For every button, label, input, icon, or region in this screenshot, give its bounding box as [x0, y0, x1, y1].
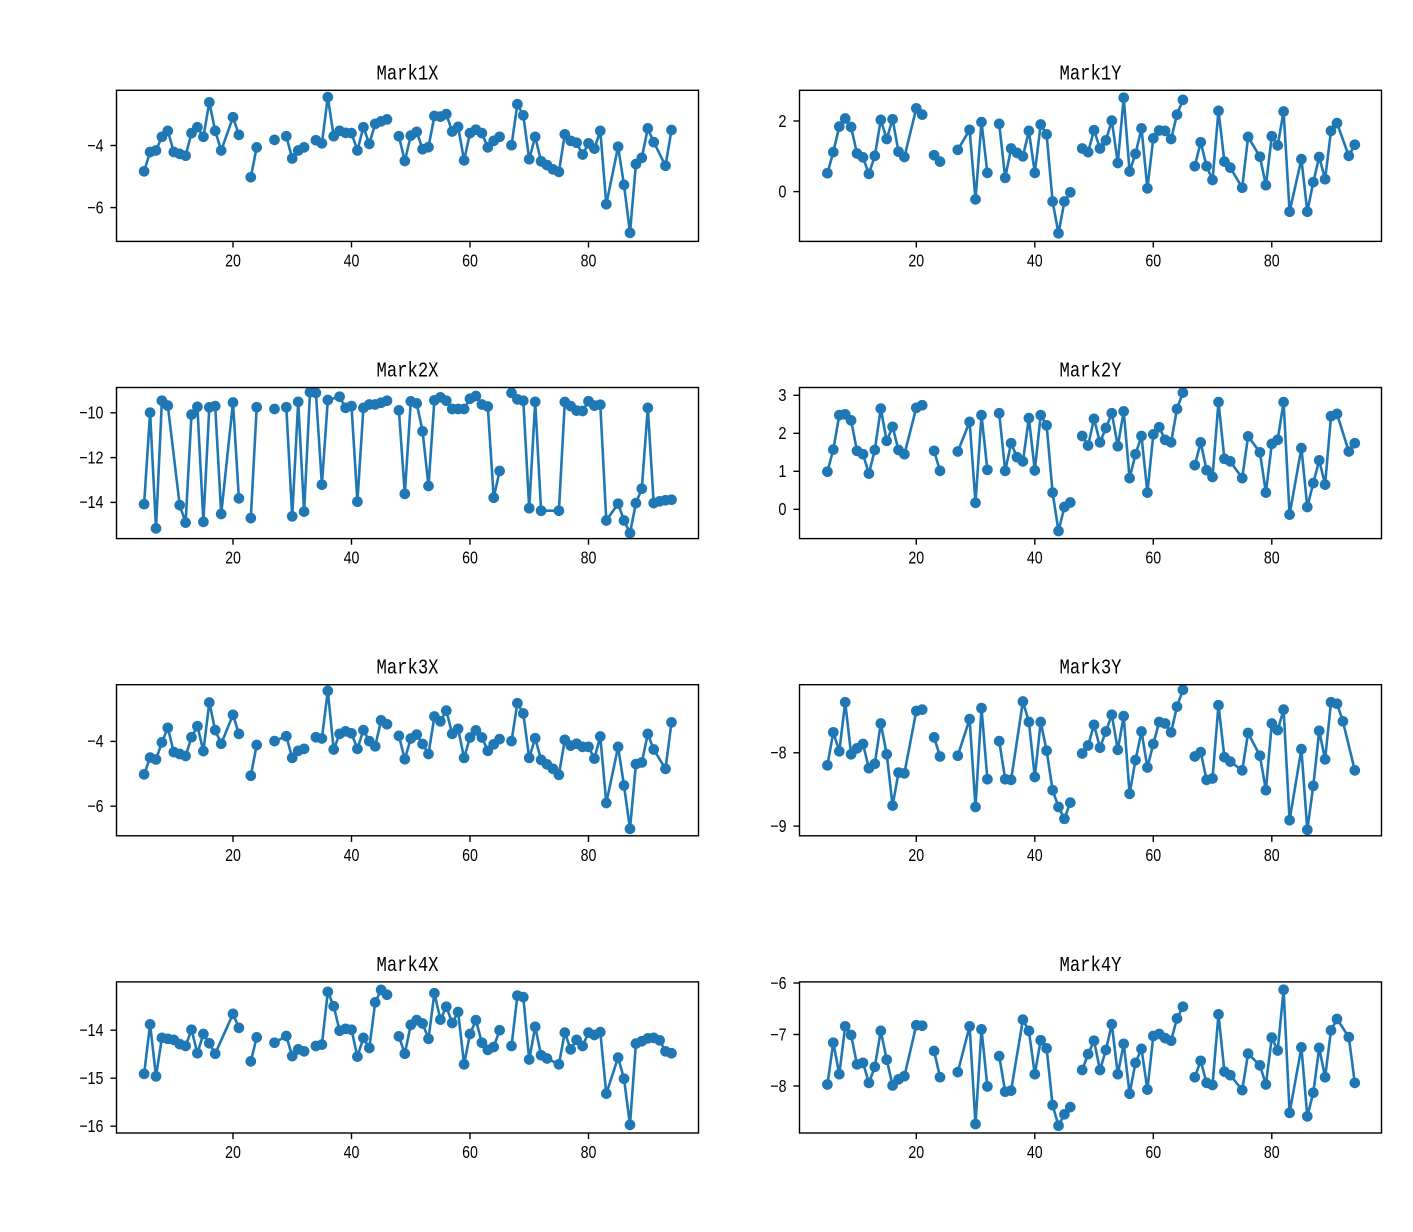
svg-text:Mark2Y: Mark2Y — [1060, 361, 1122, 384]
svg-text:1: 1 — [778, 461, 786, 481]
svg-text:80: 80 — [581, 250, 597, 270]
svg-text:3: 3 — [778, 385, 786, 405]
svg-text:60: 60 — [1145, 1142, 1161, 1162]
svg-text:−8: −8 — [770, 743, 786, 763]
svg-text:20: 20 — [225, 845, 241, 865]
svg-text:20: 20 — [225, 548, 241, 568]
svg-text:40: 40 — [1027, 1142, 1043, 1162]
svg-text:20: 20 — [225, 250, 241, 270]
svg-text:60: 60 — [1145, 845, 1161, 865]
svg-text:Mark4X: Mark4X — [377, 955, 439, 978]
svg-text:40: 40 — [344, 250, 360, 270]
svg-text:−15: −15 — [79, 1068, 103, 1088]
svg-text:40: 40 — [1027, 845, 1043, 865]
svg-text:20: 20 — [908, 1142, 924, 1162]
svg-text:40: 40 — [1027, 548, 1043, 568]
svg-text:−4: −4 — [87, 731, 103, 751]
svg-text:60: 60 — [462, 548, 478, 568]
svg-text:40: 40 — [344, 845, 360, 865]
svg-text:Mark3Y: Mark3Y — [1060, 658, 1122, 681]
svg-text:60: 60 — [1145, 548, 1161, 568]
svg-text:Mark1X: Mark1X — [377, 63, 439, 86]
svg-text:80: 80 — [581, 1142, 597, 1162]
svg-text:20: 20 — [908, 548, 924, 568]
svg-text:80: 80 — [581, 548, 597, 568]
svg-text:60: 60 — [462, 1142, 478, 1162]
svg-text:Mark1Y: Mark1Y — [1060, 63, 1122, 86]
svg-text:40: 40 — [344, 548, 360, 568]
svg-text:40: 40 — [1027, 250, 1043, 270]
svg-text:−8: −8 — [770, 1076, 786, 1096]
svg-text:−4: −4 — [87, 135, 103, 155]
svg-text:2: 2 — [778, 111, 786, 131]
svg-text:40: 40 — [344, 1142, 360, 1162]
svg-text:−14: −14 — [79, 492, 104, 512]
svg-text:−12: −12 — [79, 447, 103, 467]
svg-text:20: 20 — [908, 250, 924, 270]
svg-text:−6: −6 — [770, 973, 786, 993]
svg-text:2: 2 — [778, 423, 786, 443]
svg-text:60: 60 — [462, 250, 478, 270]
svg-text:−16: −16 — [79, 1116, 103, 1136]
svg-text:20: 20 — [908, 845, 924, 865]
svg-text:60: 60 — [462, 845, 478, 865]
svg-text:80: 80 — [1264, 1142, 1280, 1162]
svg-text:−7: −7 — [770, 1024, 786, 1044]
svg-text:−9: −9 — [770, 816, 786, 836]
svg-text:Mark4Y: Mark4Y — [1060, 955, 1122, 978]
svg-text:Mark3X: Mark3X — [377, 658, 439, 681]
svg-text:−10: −10 — [79, 403, 104, 423]
svg-text:−6: −6 — [87, 197, 103, 217]
svg-text:80: 80 — [581, 845, 597, 865]
svg-text:80: 80 — [1264, 250, 1280, 270]
svg-text:0: 0 — [778, 499, 786, 519]
svg-text:Mark2X: Mark2X — [377, 361, 439, 384]
svg-text:−14: −14 — [79, 1020, 104, 1040]
svg-text:20: 20 — [225, 1142, 241, 1162]
svg-text:−6: −6 — [87, 796, 103, 816]
svg-text:80: 80 — [1264, 845, 1280, 865]
svg-text:80: 80 — [1264, 548, 1280, 568]
svg-text:60: 60 — [1145, 250, 1161, 270]
svg-text:0: 0 — [778, 181, 786, 201]
